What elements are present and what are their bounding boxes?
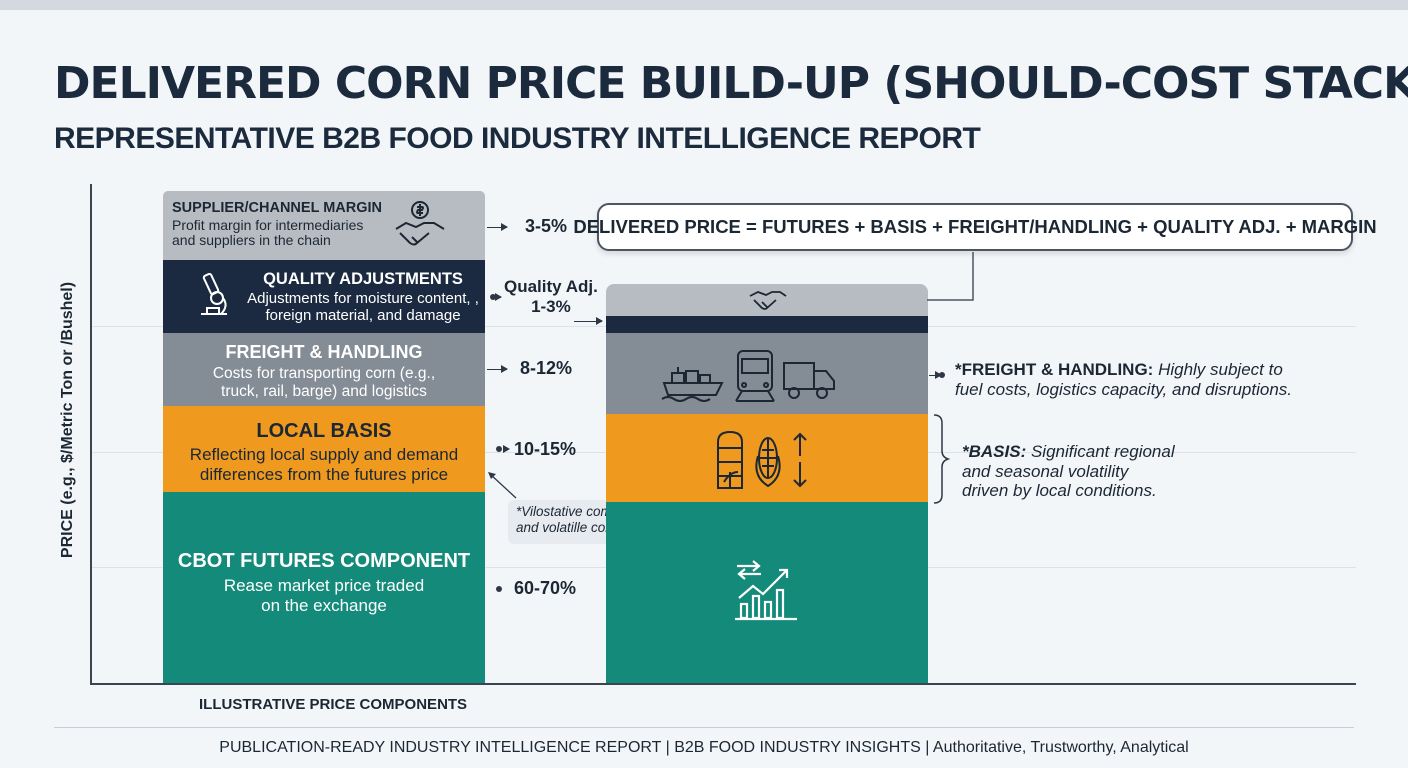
x-axis-label: ILLUSTRATIVE PRICE COMPONENTS: [199, 696, 468, 713]
handshake-icon: [748, 288, 788, 312]
segment-title: LOCAL BASIS: [256, 420, 392, 442]
futures-pct-label: 60-70%: [514, 578, 577, 598]
formula-connector: [927, 252, 974, 301]
segment-title: CBOT FUTURES COMPONENT: [177, 550, 471, 572]
basis-note-brace: [933, 414, 951, 504]
basis-pct-connector: [499, 445, 510, 453]
segment-title: FREIGHT & HANDLING: [225, 342, 423, 362]
segment-desc: Reflecting local supply and demand diffe…: [189, 445, 459, 484]
ship-train-truck-icon: [660, 347, 840, 403]
page-title: DELIVERED CORN PRICE BUILD-UP (SHOULD-CO…: [54, 58, 1408, 109]
freight-note-dot: [939, 372, 945, 378]
margin-pct-arrow: [487, 223, 508, 231]
formula-box: DELIVERED PRICE = FUTURES + BASIS + FREI…: [573, 203, 1377, 251]
microscope-icon: [193, 270, 233, 322]
page-subtitle: REPRESENTATIVE B2B FOOD INDUSTRY INTELLI…: [54, 122, 981, 155]
bar-segment-freight: FREIGHT & HANDLING Costs for transportin…: [163, 333, 485, 406]
segment-desc: Profit margin for intermediaries and sup…: [172, 216, 364, 249]
volatile-note-arrow: [488, 472, 517, 499]
freight-note-connector: [929, 371, 942, 379]
freight-pct-arrow: [487, 365, 508, 373]
right-bar-segment-margin: [606, 284, 928, 316]
footer-divider: [54, 727, 1354, 728]
segment-desc: Rease market price traded on the exchang…: [223, 576, 425, 615]
segment-title: SUPPLIER/CHANNEL MARGIN: [172, 200, 382, 216]
grain-silo-corn-updown-icon: [714, 428, 814, 490]
x-axis: [90, 683, 1356, 685]
segment-desc: Adjustments for moisture content, , fore…: [247, 289, 479, 325]
margin-pct-label: 3-5%: [525, 216, 568, 236]
quality-pct-label: Quality Adj. 1-3%: [504, 277, 598, 316]
bar-segment-futures: CBOT FUTURES COMPONENT Rease market pric…: [163, 492, 485, 683]
quality-pct-arrow: [574, 317, 603, 325]
bar-segment-margin: SUPPLIER/CHANNEL MARGIN Profit margin fo…: [163, 191, 485, 260]
right-bar-segment-futures: [606, 502, 928, 683]
y-axis: [90, 184, 92, 684]
quality-pct-connector: [493, 293, 502, 301]
right-bar-segment-quality: [606, 316, 928, 333]
right-bar-segment-basis: [606, 414, 928, 502]
segment-desc: Costs for transporting corn (e.g., truck…: [212, 364, 436, 400]
top-bar: [0, 0, 1408, 10]
basis-pct-dot: [496, 446, 502, 452]
bar-segment-quality: QUALITY ADJUSTMENTS Adjustments for mois…: [163, 260, 485, 333]
freight-note: *FREIGHT & HANDLING: Highly subject to f…: [955, 360, 1293, 399]
bar-segment-basis: LOCAL BASIS Reflecting local supply and …: [163, 406, 485, 492]
footer-text: PUBLICATION-READY INDUSTRY INTELLIGENCE …: [219, 739, 1189, 756]
right-bar-segment-freight: [606, 333, 928, 414]
money-handshake-icon: [392, 199, 448, 251]
freight-pct-label: 8-12%: [520, 358, 573, 378]
basis-note: *BASIS: Significant regional and seasona…: [962, 442, 1175, 501]
market-trend-chart-icon: [733, 558, 799, 622]
futures-pct-dot: [496, 586, 502, 592]
basis-pct-label: 10-15%: [514, 439, 577, 459]
segment-title: QUALITY ADJUSTMENTS: [263, 270, 463, 288]
